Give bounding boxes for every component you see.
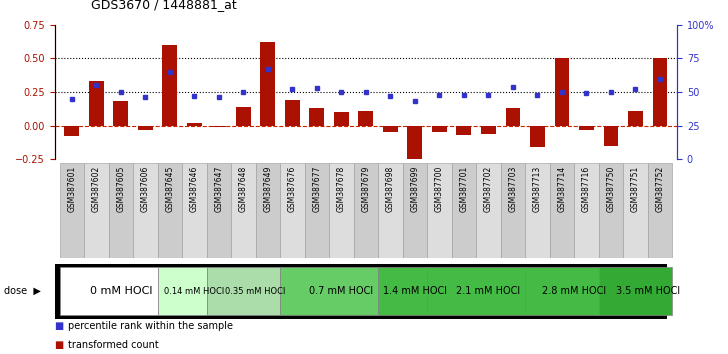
Bar [187, 123, 202, 126]
Text: 0 mM HOCl: 0 mM HOCl [90, 286, 152, 296]
Bar [525, 163, 550, 258]
Text: GSM387602: GSM387602 [92, 166, 100, 212]
Bar [64, 126, 79, 136]
Text: GSM387701: GSM387701 [459, 166, 468, 212]
Bar [427, 267, 525, 315]
Text: GSM387702: GSM387702 [484, 166, 493, 212]
Bar [236, 107, 250, 126]
Text: 0.14 mM HOCl: 0.14 mM HOCl [164, 287, 224, 296]
Bar [231, 163, 256, 258]
Bar [628, 111, 643, 126]
Text: dose  ▶: dose ▶ [4, 286, 41, 296]
Bar [89, 81, 103, 126]
Bar [501, 163, 525, 258]
Bar [648, 163, 672, 258]
Text: GSM387605: GSM387605 [116, 166, 125, 212]
Bar [211, 126, 226, 127]
Text: GSM387714: GSM387714 [558, 166, 566, 212]
Bar [108, 163, 133, 258]
Text: GSM387649: GSM387649 [264, 166, 272, 212]
Bar [530, 126, 545, 147]
Text: ■: ■ [55, 321, 64, 331]
Text: GSM387716: GSM387716 [582, 166, 591, 212]
Bar [138, 126, 153, 130]
Bar [427, 163, 451, 258]
Bar [114, 102, 128, 126]
Bar [598, 267, 672, 315]
Text: 1.4 mM HOCl: 1.4 mM HOCl [383, 286, 447, 296]
Bar [60, 163, 84, 258]
Bar [505, 108, 521, 126]
Bar [579, 126, 594, 130]
Bar [60, 267, 157, 315]
Text: 2.8 mM HOCl: 2.8 mM HOCl [542, 286, 606, 296]
Text: transformed count: transformed count [68, 341, 159, 350]
Bar [133, 163, 157, 258]
Text: ■: ■ [55, 341, 64, 350]
Bar [329, 163, 354, 258]
Text: GSM387606: GSM387606 [141, 166, 150, 212]
Bar [261, 42, 275, 126]
Bar [403, 163, 427, 258]
Text: GSM387647: GSM387647 [214, 166, 223, 212]
Bar [280, 267, 378, 315]
Text: GSM387750: GSM387750 [606, 166, 615, 212]
Text: GSM387751: GSM387751 [631, 166, 640, 212]
Bar [550, 163, 574, 258]
Bar [451, 163, 476, 258]
Text: GDS3670 / 1448881_at: GDS3670 / 1448881_at [91, 0, 237, 11]
Bar [256, 163, 280, 258]
Bar [304, 163, 329, 258]
Bar [207, 267, 280, 315]
Text: GSM387677: GSM387677 [312, 166, 321, 212]
Bar [285, 100, 300, 126]
Bar [157, 267, 207, 315]
Text: GSM387752: GSM387752 [655, 166, 665, 212]
Text: GSM387679: GSM387679 [361, 166, 371, 212]
Bar [334, 112, 349, 126]
Bar [207, 163, 231, 258]
Text: GSM387703: GSM387703 [508, 166, 518, 212]
Text: GSM387646: GSM387646 [190, 166, 199, 212]
Bar [358, 111, 373, 126]
Bar [604, 126, 618, 146]
Text: GSM387678: GSM387678 [337, 166, 346, 212]
Bar [378, 163, 403, 258]
Text: GSM387699: GSM387699 [411, 166, 419, 212]
Bar [309, 108, 324, 126]
Bar [476, 163, 501, 258]
Bar [525, 267, 598, 315]
Text: 0.35 mM HOCl: 0.35 mM HOCl [226, 287, 285, 296]
Bar [574, 163, 598, 258]
Bar [383, 126, 397, 132]
Bar [162, 45, 177, 126]
Bar [378, 267, 427, 315]
Bar [408, 126, 422, 166]
Text: GSM387601: GSM387601 [67, 166, 76, 212]
Text: 3.5 mM HOCl: 3.5 mM HOCl [616, 286, 680, 296]
Text: 0.7 mM HOCl: 0.7 mM HOCl [309, 286, 373, 296]
Bar [652, 58, 668, 126]
Text: GSM387648: GSM387648 [239, 166, 248, 212]
Text: GSM387713: GSM387713 [533, 166, 542, 212]
Text: percentile rank within the sample: percentile rank within the sample [68, 321, 233, 331]
Bar [598, 163, 623, 258]
Bar [555, 58, 569, 126]
Bar [280, 163, 304, 258]
Text: GSM387645: GSM387645 [165, 166, 174, 212]
Bar [456, 126, 471, 135]
Text: GSM387700: GSM387700 [435, 166, 444, 212]
Bar [481, 126, 496, 134]
Text: 2.1 mM HOCl: 2.1 mM HOCl [456, 286, 521, 296]
Text: GSM387698: GSM387698 [386, 166, 395, 212]
Bar [623, 163, 648, 258]
Text: GSM387676: GSM387676 [288, 166, 297, 212]
Bar [354, 163, 378, 258]
Bar [182, 163, 207, 258]
Bar [432, 126, 447, 132]
Bar [84, 163, 108, 258]
Bar [157, 163, 182, 258]
